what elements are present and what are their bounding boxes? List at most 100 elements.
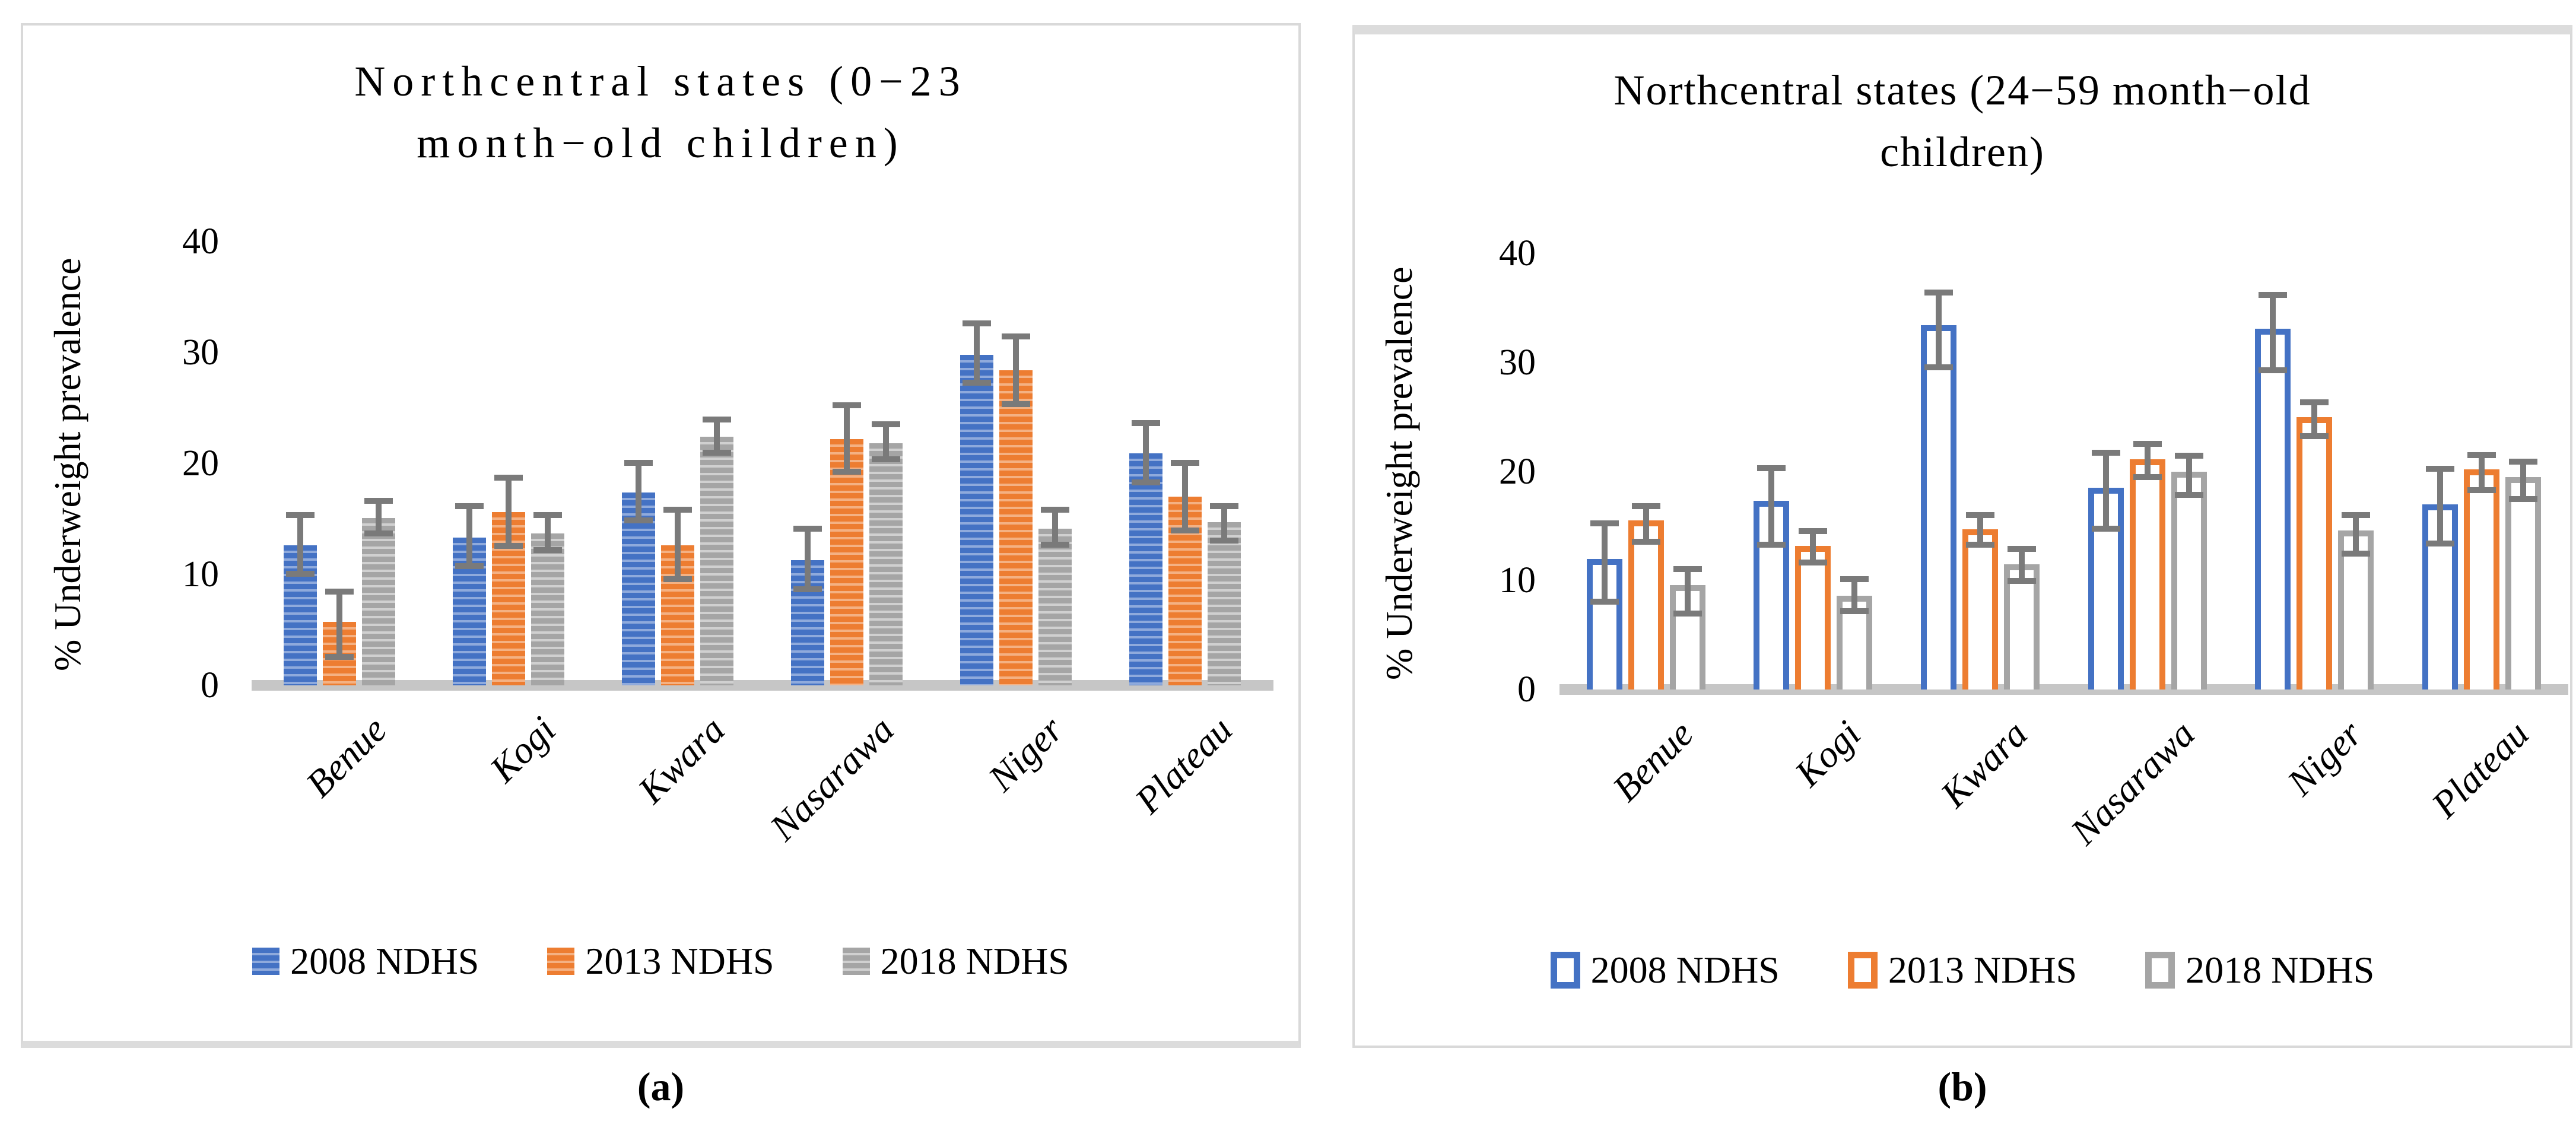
legend-item: 2013 NDHS [547, 939, 774, 983]
y-tick-label: 0 [1517, 669, 1536, 710]
caption-b: (b) [1937, 1064, 1987, 1109]
x-axis-label-niger: Niger [2279, 712, 2370, 803]
bar-slot [283, 214, 317, 685]
y-tick-label: 20 [182, 443, 219, 484]
error-bar-cap-bottom [962, 380, 991, 386]
bar-cluster-plateau [2422, 223, 2542, 689]
error-bar-cap-bottom [455, 563, 484, 569]
error-bar-cap-top [1757, 465, 1786, 471]
error-bar [1601, 520, 1608, 605]
bar-cluster-plateau [1129, 214, 1241, 685]
bar-2018-plateau [1207, 522, 1241, 685]
bar-slot [322, 214, 356, 685]
bar-slot [2171, 223, 2207, 689]
y-tick-label: 20 [1499, 451, 1536, 492]
error-bar-cap-bottom [364, 530, 393, 537]
x-axis-label-kwara: Kwara [1932, 712, 2036, 816]
error-bar-cap-top [1170, 460, 1199, 466]
bar-slot [1129, 214, 1162, 685]
bar-slot [869, 214, 903, 685]
legend-label: 2018 NDHS [2186, 949, 2375, 991]
error-bar-cap-top [364, 497, 393, 504]
error-bar-cap-top [663, 506, 692, 513]
chart-title-line: Northcentral states (24−59 month−old [1613, 66, 2311, 114]
error-bar-cap-bottom [1209, 537, 1238, 544]
error-bar [505, 474, 512, 549]
error-bar-cap-bottom [2509, 496, 2538, 503]
chart-title-line: children) [1880, 128, 2045, 176]
error-bar-cap-bottom [2467, 487, 2496, 494]
error-bar [1012, 333, 1019, 407]
y-tick-label: 30 [182, 332, 219, 373]
bar-slot [491, 214, 525, 685]
error-bar-cap-bottom [832, 468, 861, 475]
bar-slot [2422, 223, 2459, 689]
chart-title-line: Northcentral states (0−23 [354, 58, 967, 105]
chart-panel-b: Northcentral states (24−59 month−old chil… [1352, 25, 2572, 1048]
legend-label: 2008 NDHS [290, 940, 479, 982]
error-bar-cap-top [962, 320, 991, 326]
bar-slot [2129, 223, 2165, 689]
error-bar-cap-bottom [2426, 541, 2455, 547]
x-axis-labels-b: Benue Kogi Kwara Nasarawa Niger Plateau [1355, 34, 2570, 1046]
legend-label: 2013 NDHS [1888, 949, 2078, 991]
error-bar-cap-bottom [285, 570, 315, 577]
bar-cluster-kwara [1921, 223, 2040, 689]
error-bar-cap-bottom [494, 543, 523, 549]
legend-item: 2018 NDHS [2145, 948, 2374, 992]
bar-cluster-niger [960, 214, 1072, 685]
error-bar-cap-top [1840, 576, 1869, 582]
legend-label: 2018 NDHS [880, 940, 1069, 982]
error-bar [2186, 453, 2192, 498]
bar-slot [2004, 223, 2040, 689]
error-bar [2353, 511, 2359, 557]
bar-slot [1669, 223, 1705, 689]
bar-2008-kwara [621, 492, 655, 685]
error-bar [2270, 291, 2276, 374]
error-bar-cap-top [2467, 452, 2496, 458]
bar-cluster-benue [283, 214, 395, 685]
error-bar-cap-top [2259, 291, 2288, 298]
error-bar-cap-bottom [1673, 610, 1702, 617]
error-bar [297, 512, 303, 577]
bar-slot [1921, 223, 1957, 689]
error-bar [1768, 465, 1775, 548]
error-bar [1936, 289, 1942, 370]
bar-cluster-nasarawa [790, 214, 903, 685]
error-bar-cap-top [793, 525, 822, 532]
bar-slot [830, 214, 863, 685]
chart-title-a: Northcentral states (0−23 month−old child… [23, 50, 1298, 174]
error-bar-cap-top [2091, 449, 2120, 456]
error-bar [1851, 576, 1858, 615]
legend-item: 2013 NDHS [1847, 948, 2078, 992]
error-bar-cap-top [1131, 420, 1160, 427]
error-bar-cap-top [1966, 511, 1995, 518]
legend-swatch-icon [1847, 952, 1878, 989]
bar-2008-kwara [1921, 325, 1957, 689]
bar-slot [2088, 223, 2124, 689]
error-bar-cap-top [2174, 453, 2203, 459]
bar-2008-niger [2255, 328, 2291, 689]
error-bar-cap-bottom [2259, 367, 2288, 374]
bar-slot [531, 214, 564, 685]
bar-2013-benue [1628, 520, 1664, 689]
error-bar-cap-top [2342, 511, 2371, 518]
bar-slot [1207, 214, 1241, 685]
error-bar-cap-top [871, 421, 900, 427]
error-bar [882, 421, 889, 463]
error-bar-cap-bottom [2008, 577, 2037, 584]
bar-slot [700, 214, 733, 685]
x-axis-label-plateau: Plateau [2423, 712, 2537, 826]
error-bar-cap-bottom [533, 547, 562, 554]
error-bar [713, 417, 720, 456]
legend-b: 2008 NDHS 2013 NDHS 2018 NDHS [1355, 948, 2570, 992]
error-bar-cap-top [533, 512, 562, 519]
legend-swatch-icon [2145, 952, 2175, 989]
error-bar-cap-bottom [793, 586, 822, 592]
y-tick-label: 10 [182, 554, 219, 595]
bar-slot [2464, 223, 2500, 689]
error-bar-cap-bottom [1040, 542, 1069, 548]
bar-cluster-kwara [621, 214, 733, 685]
bar-slot [361, 214, 395, 685]
